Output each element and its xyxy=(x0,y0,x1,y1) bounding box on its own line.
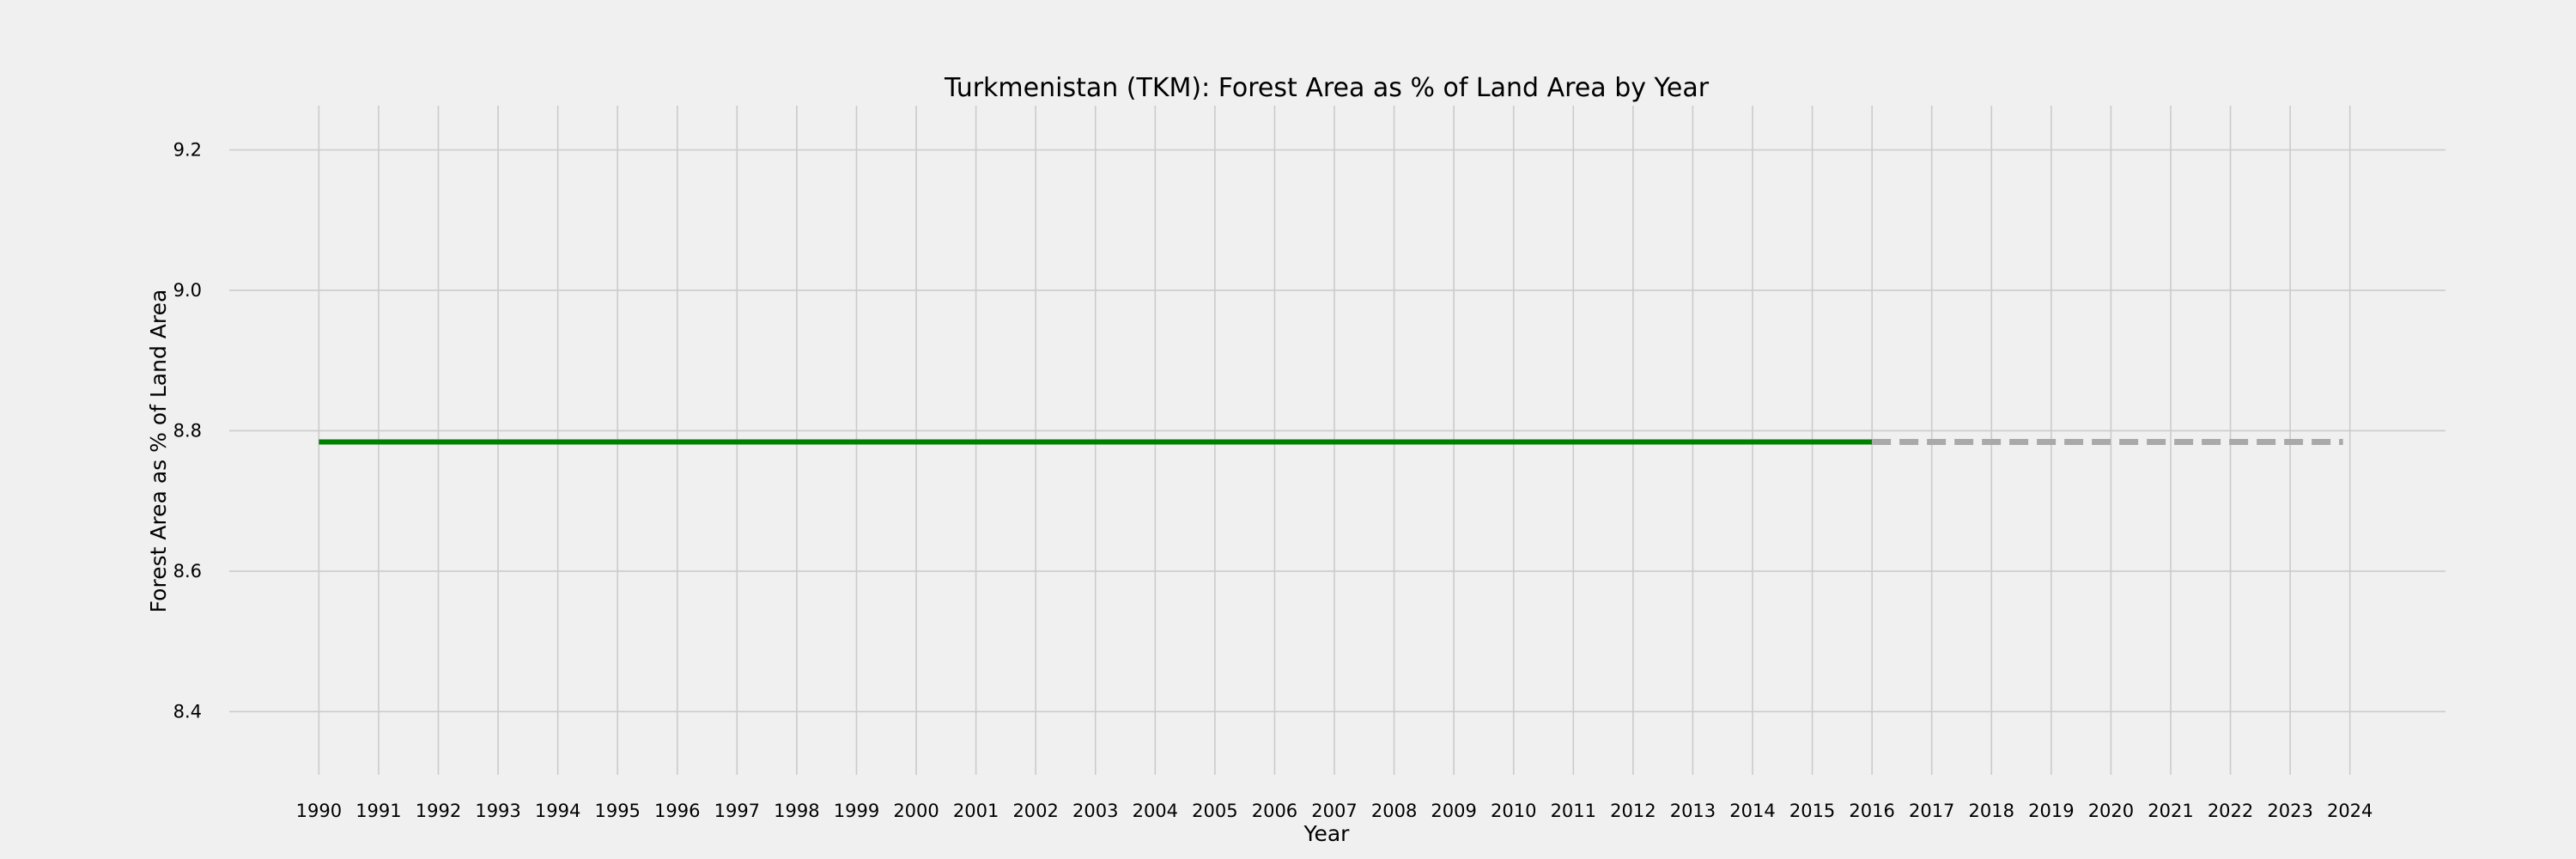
x-tick-label: 2004 xyxy=(1133,801,1178,821)
x-tick-label: 1994 xyxy=(535,801,580,821)
y-tick-label: 8.4 xyxy=(173,701,202,722)
x-tick-label: 2003 xyxy=(1072,801,1118,821)
x-tick-label: 2022 xyxy=(2208,801,2253,821)
x-tick-label: 2013 xyxy=(1670,801,1716,821)
x-tick-label: 2024 xyxy=(2327,801,2372,821)
x-tick-label: 1999 xyxy=(834,801,879,821)
y-axis-tick-labels: 8.4 8.6 8.8 9.0 9.2 xyxy=(173,139,202,722)
x-tick-label: 2000 xyxy=(893,801,939,821)
x-tick-label: 1998 xyxy=(774,801,819,821)
x-tick-label: 2019 xyxy=(2028,801,2074,821)
x-tick-label: 2014 xyxy=(1729,801,1775,821)
x-tick-label: 2009 xyxy=(1431,801,1476,821)
x-tick-label: 1995 xyxy=(594,801,640,821)
y-axis-label: Forest Area as % of Land Area xyxy=(146,289,171,613)
x-tick-label: 1991 xyxy=(355,801,401,821)
y-tick-label: 9.2 xyxy=(173,139,202,160)
x-tick-label: 2005 xyxy=(1192,801,1237,821)
x-tick-label: 2023 xyxy=(2267,801,2312,821)
x-tick-label: 2021 xyxy=(2148,801,2193,821)
y-tick-label: 8.8 xyxy=(173,420,202,441)
x-tick-label: 2010 xyxy=(1491,801,1536,821)
x-tick-label: 1992 xyxy=(416,801,461,821)
x-tick-label: 2017 xyxy=(1909,801,1954,821)
x-tick-label: 2001 xyxy=(953,801,999,821)
x-axis-tick-labels: 1990 1991 1992 1993 1994 1995 1996 1997 1998 1999… xyxy=(296,801,2373,821)
x-tick-label: 1993 xyxy=(475,801,520,821)
x-tick-label: 2008 xyxy=(1371,801,1417,821)
x-tick-label: 2018 xyxy=(1969,801,2014,821)
x-tick-label: 2011 xyxy=(1551,801,1596,821)
chart-title: Turkmenistan (TKM): Forest Area as % of … xyxy=(944,73,1710,103)
x-tick-label: 2012 xyxy=(1610,801,1656,821)
y-tick-label: 8.6 xyxy=(173,561,202,582)
x-tick-label: 2015 xyxy=(1789,801,1835,821)
x-tick-label: 1990 xyxy=(296,801,342,821)
x-axis-label: Year xyxy=(1303,821,1351,846)
x-tick-label: 2006 xyxy=(1252,801,1297,821)
x-tick-label: 1997 xyxy=(714,801,760,821)
x-tick-label: 2002 xyxy=(1012,801,1058,821)
x-tick-label: 2007 xyxy=(1311,801,1357,821)
x-tick-label: 1996 xyxy=(654,801,700,821)
y-tick-label: 9.0 xyxy=(173,280,202,301)
x-tick-label: 2020 xyxy=(2088,801,2134,821)
x-tick-label: 2016 xyxy=(1849,801,1894,821)
